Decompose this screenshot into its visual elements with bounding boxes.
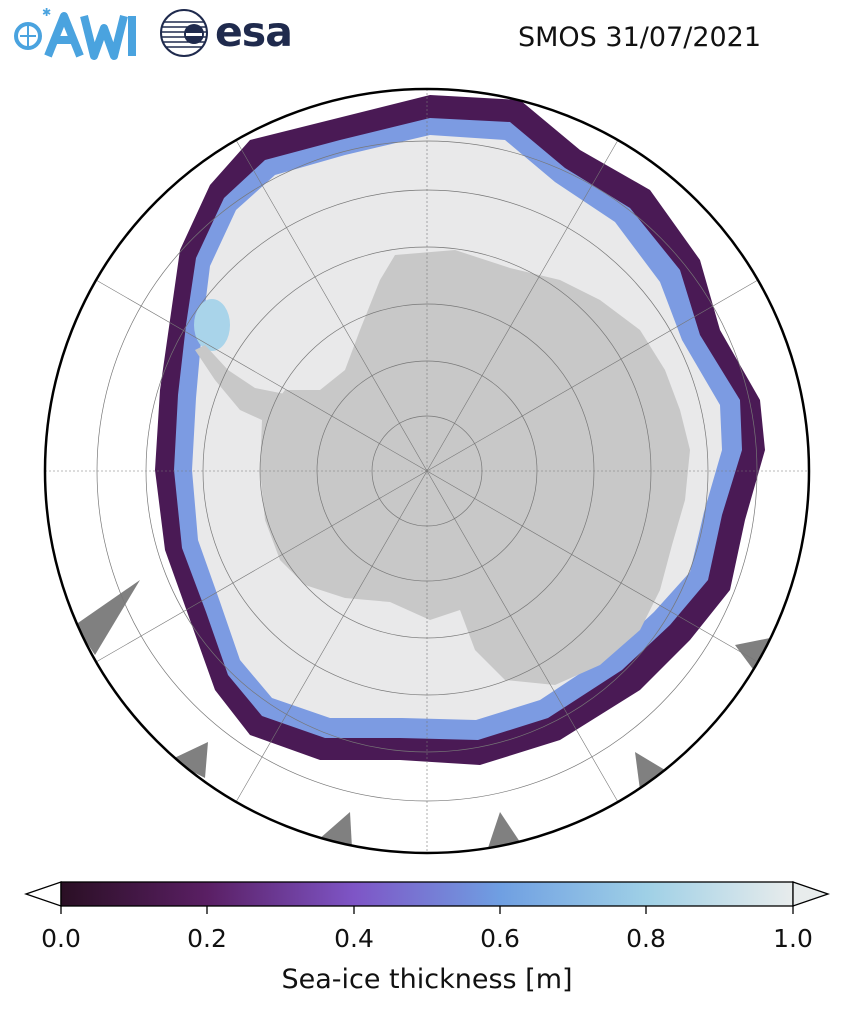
colorbar-tick-label: 0.6 (480, 924, 520, 953)
colorbar-tick-label: 0.4 (334, 924, 374, 953)
map-title: SMOS 31/07/2021 (518, 22, 762, 53)
no-data-regions (75, 580, 770, 848)
colorbar-tick-label: 1.0 (773, 924, 813, 953)
awi-logo: ✱ (6, 4, 156, 66)
antarctic-peninsula (195, 345, 290, 420)
colorbar-tick-label: 0.8 (626, 924, 666, 953)
antarctica-landmass (260, 250, 690, 685)
meridians-oblique (95, 139, 759, 803)
colorbar-label: Sea-ice thickness [m] (281, 964, 573, 995)
esa-logo (158, 6, 212, 64)
globe-boundary (43, 87, 811, 855)
colorbar-ticks (60, 906, 794, 914)
colorbar-gradient (60, 881, 794, 907)
sea-ice-map (0, 80, 854, 874)
colorbar-tick-label: 0.0 (41, 924, 81, 953)
svg-text:✱: ✱ (42, 6, 51, 19)
colorbar-extend-min (23, 881, 62, 907)
colorbar-tick-label: 0.2 (187, 924, 227, 953)
colorbar-extend-max (792, 881, 831, 907)
esa-wordmark: esa (215, 8, 293, 56)
colorbar (0, 870, 854, 924)
